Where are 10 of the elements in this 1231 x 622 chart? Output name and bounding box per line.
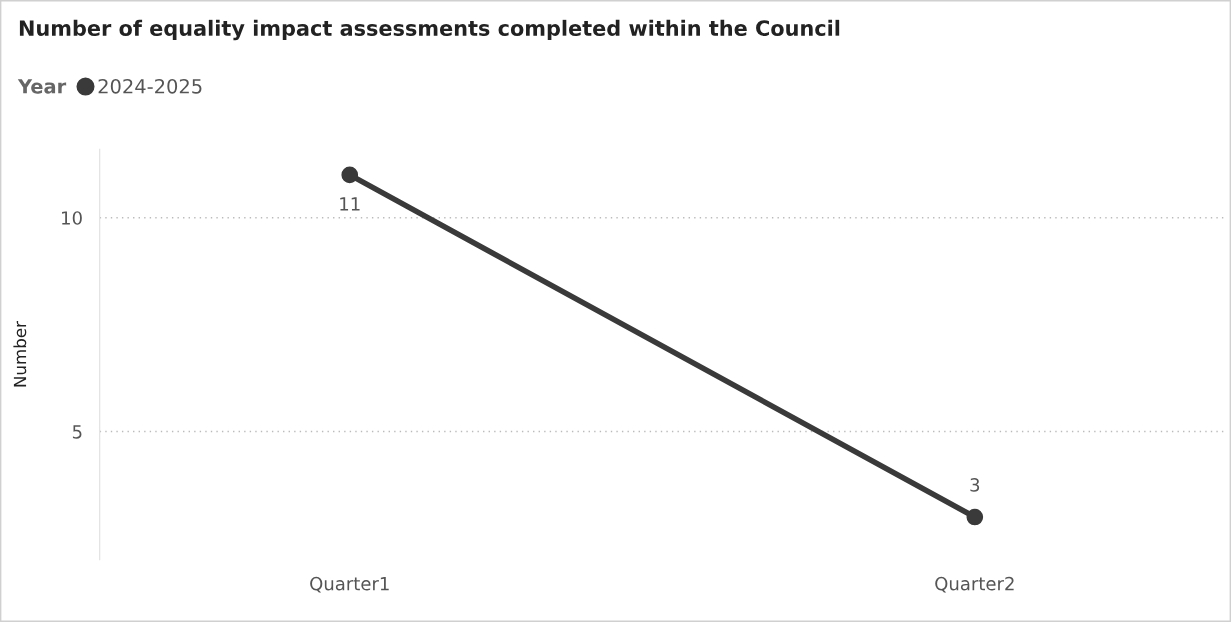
chart-title: Number of equality impact assessments completed within the Council bbox=[19, 19, 840, 41]
legend-label: 2024-2025 bbox=[98, 78, 202, 94]
y-tick-label: 5 bbox=[72, 425, 82, 439]
data-label: 11 bbox=[340, 197, 360, 211]
x-tick-label: Quarter1 bbox=[310, 576, 389, 593]
legend-title: Year bbox=[17, 79, 67, 94]
y-tick-label: 10 bbox=[62, 211, 82, 225]
y-axis-title: Number bbox=[13, 321, 27, 387]
data-label: 3 bbox=[970, 478, 980, 492]
x-tick-label: Quarter2 bbox=[935, 576, 1014, 593]
